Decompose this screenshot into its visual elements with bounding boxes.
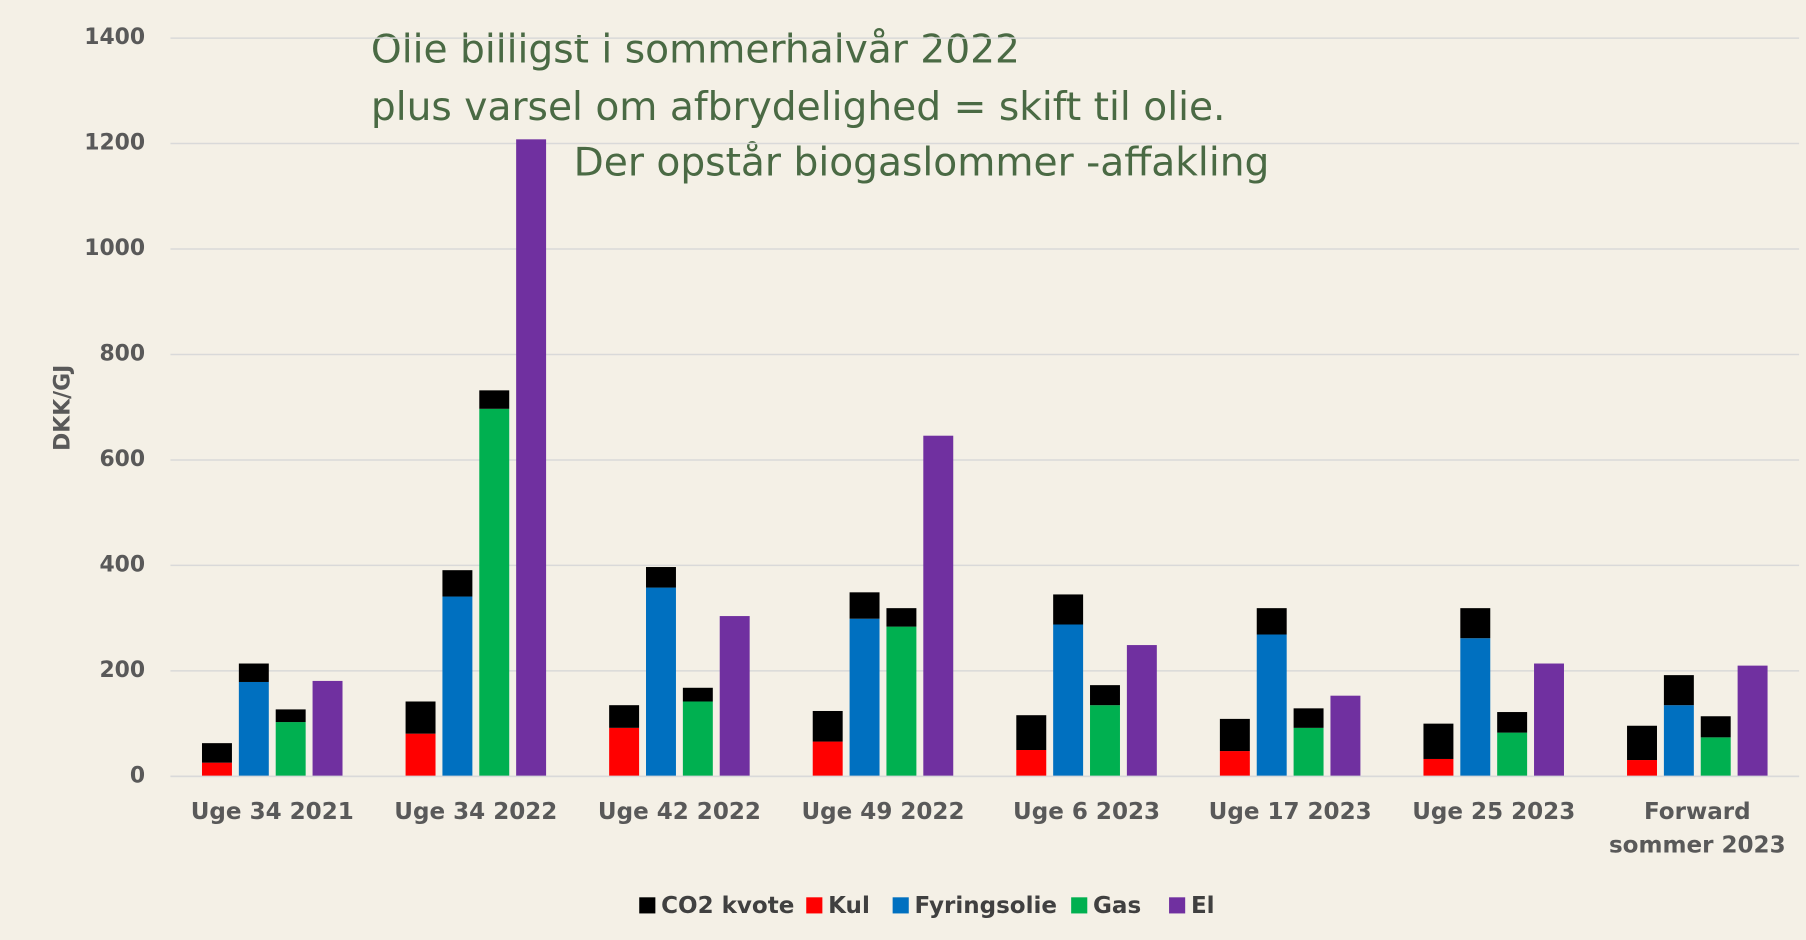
bar [1460,638,1491,777]
co2-segment [1423,723,1454,759]
x-tick-label-box: Forward sommer 2023 [1608,797,1786,859]
bar [923,435,954,777]
co2-segment [812,710,843,742]
co2-segment [1293,708,1324,728]
bar [238,681,269,777]
y-axis-title: DKK/GJ [50,365,75,451]
co2-segment [442,570,473,597]
y-tick-label: 1000 [84,236,145,261]
legend-swatch [806,897,823,914]
x-tick-label: Uge 34 2021 [190,797,354,825]
co2-segment [1219,718,1250,752]
co2-segment [275,709,306,723]
x-tick-label-box: Uge 34 2021 [190,797,354,825]
legend-label: El [1191,893,1215,919]
y-tick-label: 0 [130,763,145,788]
bar [1534,663,1564,777]
x-tick-label: Uge 49 2022 [801,797,965,825]
bar [405,733,436,777]
x-tick-label: Forward sommer 2023 [1608,797,1786,859]
co2-segment [1016,715,1047,751]
bar [479,408,510,777]
bar [516,139,547,777]
bar [1293,727,1324,777]
co2-segment [682,687,713,702]
y-tick-label: 600 [99,447,145,472]
bar [1497,732,1528,777]
co2-segment [1627,725,1657,761]
bar [312,680,343,777]
co2-segment [1460,608,1491,639]
co2-segment [1700,716,1731,738]
x-tick-label-box: Uge 6 2023 [1013,797,1161,825]
bar [849,618,880,777]
bar [886,626,917,777]
x-tick-label: Uge 17 2023 [1208,797,1372,825]
x-tick-label-box: Uge 49 2022 [801,797,965,825]
bar [442,596,473,777]
bar [201,762,232,777]
x-tick-label: Uge 34 2022 [394,797,558,825]
bar [1256,634,1287,777]
bar [1423,758,1454,777]
legend-label: CO2 kvote [661,893,794,919]
y-tick-label: 1200 [84,131,145,156]
annotation: Der opstår biogaslommer -affakling [574,140,1270,185]
x-tick-label: Uge 42 2022 [597,797,761,825]
bar [1219,751,1250,777]
x-tick-label-box: Uge 25 2023 [1412,797,1576,825]
bar [1737,665,1768,777]
bar [719,616,750,777]
legend-swatch [892,897,909,914]
co2-segment [238,663,269,682]
x-tick-label: Uge 25 2023 [1412,797,1576,825]
y-tick-label: 200 [99,658,145,683]
x-tick-label-box: Uge 34 2022 [394,797,558,825]
legend-label: Gas [1093,893,1141,919]
y-tick-label: 400 [99,552,145,577]
co2-segment [405,701,436,734]
co2-segment [479,390,510,409]
bar [1053,624,1084,777]
x-tick-label-box: Uge 42 2022 [597,797,761,825]
co2-segment [886,608,917,627]
co2-segment [1090,685,1120,706]
x-tick-label-box: Uge 17 2023 [1208,797,1372,825]
legend-label: Fyringsolie [915,893,1057,919]
legend-swatch [1169,897,1186,914]
co2-segment [1663,675,1694,706]
y-tick-label: 1400 [84,25,145,50]
y-tick-label: 800 [99,341,145,366]
annotation: plus varsel om afbrydelighed = skift til… [371,85,1226,130]
bar [1627,760,1657,777]
bar [1126,645,1157,777]
bar [1700,737,1731,777]
bar [609,727,640,777]
co2-segment [609,705,640,728]
x-tick-label: Uge 6 2023 [1013,797,1161,825]
bar [1330,695,1361,777]
co2-segment [646,567,676,588]
co2-segment [201,743,232,763]
legend-swatch [639,897,656,914]
bar [1090,705,1120,777]
bar [682,701,713,777]
co2-segment [1497,712,1528,733]
annotation: Olie billigst i sommerhalvår 2022 [371,27,1020,72]
bar [812,741,843,777]
bar [646,587,676,777]
co2-segment [1053,594,1084,625]
bar [1663,705,1694,777]
co2-segment [1256,608,1287,635]
legend-label: Kul [828,893,870,919]
legend-swatch [1071,897,1088,914]
bar [1016,750,1047,777]
bar [275,722,306,777]
co2-segment [849,592,880,619]
